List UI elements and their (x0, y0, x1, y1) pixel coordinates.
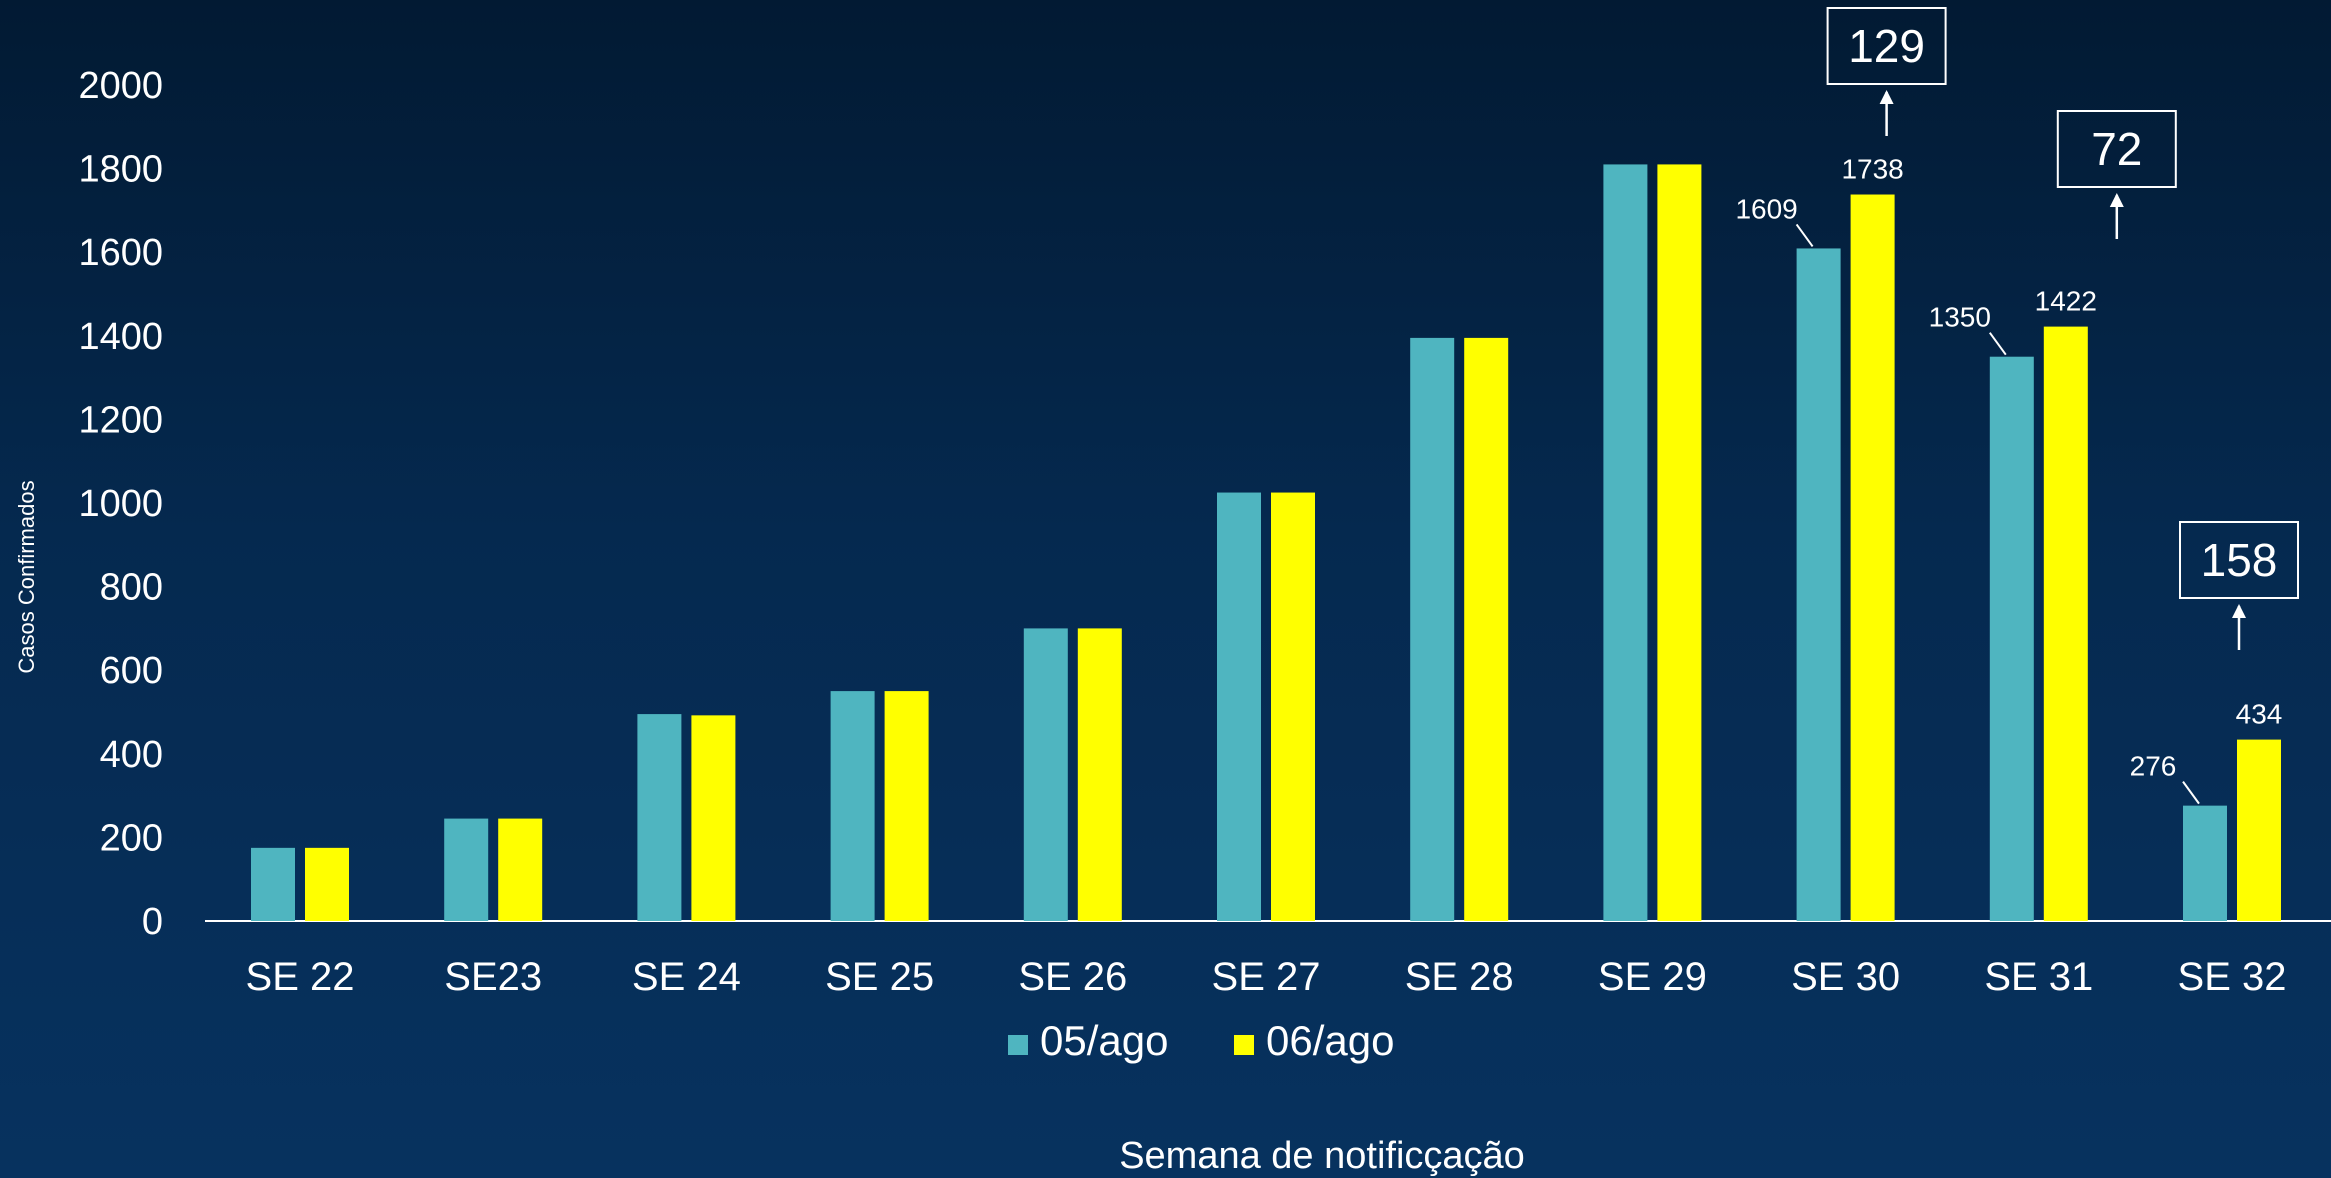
y-tick-label: 600 (100, 650, 163, 692)
y-axis: 0 200 400 600 800 1000 1200 1400 1600 1800 2000 (78, 65, 163, 943)
y-tick-label: 1200 (78, 399, 163, 441)
plot-area: SE 22 SE23 SE 24 SE 25 SE 26 SE 27 SE 28 SE 29 S… (205, 7, 2331, 999)
increment-box (2179, 521, 2299, 599)
bar (305, 847, 349, 921)
increment-box (2056, 110, 2177, 188)
y-tick-label: 400 (100, 734, 163, 776)
data-label: 1609 (1735, 193, 1797, 224)
increment-arrowhead (2109, 193, 2124, 207)
x-tick-label: SE 24 (632, 955, 741, 999)
y-tick-label: 200 (100, 817, 163, 859)
bar (1657, 164, 1702, 922)
x-tick-label: SE 30 (1791, 955, 1900, 999)
increment-box (1826, 7, 1947, 85)
bar (251, 847, 295, 921)
data-label-leader (1795, 223, 1814, 248)
bar (2043, 326, 2088, 921)
bar (1077, 628, 1122, 921)
bar (1464, 337, 1509, 921)
data-label: 1422 (2035, 286, 2097, 317)
bar (1023, 628, 1068, 921)
increment-arrowhead (2232, 604, 2246, 618)
bar (498, 818, 543, 921)
data-label: 276 (2130, 751, 2177, 782)
x-tick-label: SE 27 (1212, 955, 1321, 999)
y-tick-label: 2000 (78, 65, 163, 107)
data-label: 434 (2236, 699, 2283, 730)
y-tick-label: 1800 (78, 149, 163, 191)
bar (444, 818, 489, 921)
data-label: 1738 (1841, 154, 1903, 185)
legend-swatch (1008, 1035, 1028, 1055)
x-tick-label: SE 28 (1405, 955, 1514, 999)
x-tick-label: SE 32 (2178, 955, 2287, 999)
x-tick-label: SE 22 (246, 955, 355, 999)
bar (637, 714, 682, 921)
bar (1271, 492, 1315, 921)
y-tick-label: 1000 (78, 483, 163, 525)
legend-swatch (1234, 1035, 1254, 1055)
increment-label: 72 (2091, 123, 2142, 175)
bar (830, 691, 875, 921)
x-tick-label: SE 29 (1598, 955, 1707, 999)
x-tick-label: SE 31 (1984, 955, 2093, 999)
bar (1796, 248, 1841, 922)
data-label-leader (1988, 332, 2007, 356)
increment-label: 158 (2201, 534, 2278, 586)
x-tick-label: SE 25 (825, 955, 934, 999)
data-label: 1350 (1929, 302, 1991, 333)
bar (2237, 739, 2281, 921)
bar (691, 715, 736, 921)
legend-label: 05/ago (1040, 1017, 1168, 1064)
x-tick-label: SE23 (444, 955, 542, 999)
bar (884, 691, 929, 921)
y-tick-label: 1400 (78, 316, 163, 358)
legend: 05/ago 06/ago (1008, 1017, 1394, 1064)
data-label-leader (2182, 781, 2200, 805)
x-tick-label: SE 26 (1018, 955, 1127, 999)
legend-label: 06/ago (1266, 1017, 1394, 1064)
increment-arrowhead (1879, 90, 1894, 104)
y-axis-label: Casos Confirmados (14, 480, 39, 673)
bar (1410, 337, 1455, 921)
bar (1989, 356, 2034, 921)
increment-label: 129 (1848, 20, 1925, 72)
bar (1850, 194, 1895, 922)
y-tick-label: 800 (100, 567, 163, 609)
x-axis-label: Semana de notificçação (1119, 1135, 1525, 1177)
y-tick-label: 1600 (78, 232, 163, 274)
bar (1217, 492, 1261, 921)
bar (2183, 805, 2227, 921)
y-tick-label: 0 (142, 901, 163, 943)
bar (1603, 164, 1648, 922)
